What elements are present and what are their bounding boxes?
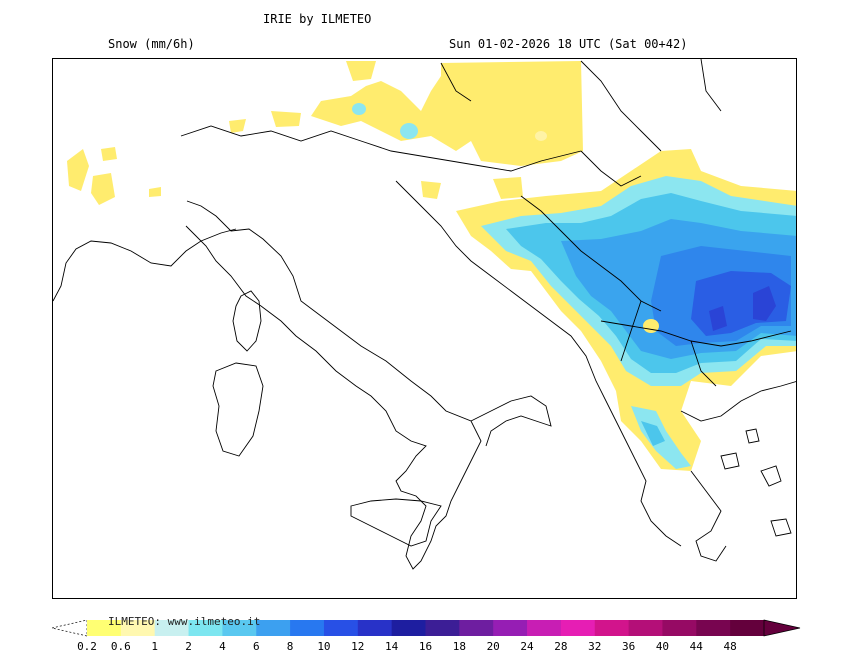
- colorbar-swatch: [560, 620, 596, 636]
- colorbar-swatch: [493, 620, 528, 636]
- sicily-coastline: [350, 498, 442, 547]
- snow-area-balkans-blue-deep: [753, 286, 776, 321]
- snow-fields: [67, 61, 796, 471]
- colorbar-tick-label: 36: [621, 640, 636, 653]
- colorbar-swatch: [594, 620, 630, 636]
- colorbar-swatch: [357, 620, 393, 636]
- snow-map: [53, 59, 796, 570]
- sardinia-coastline: [212, 362, 264, 457]
- colorbar-tick-label: 10: [317, 640, 331, 653]
- credit-label: ILMETEO: www.ilmeteo.it: [108, 615, 261, 628]
- adriatic-east-coastline: [395, 180, 682, 547]
- snow-area-alps-4: [271, 111, 301, 127]
- colorbar-swatch: [290, 620, 325, 636]
- snow-area-france: [67, 149, 89, 191]
- colorbar-swatch: [87, 620, 122, 636]
- alps-borders: [180, 59, 792, 387]
- colorbar-tick-label: 32: [588, 640, 602, 653]
- colorbar-swatch: [459, 620, 494, 636]
- color-scale-bar: [52, 619, 801, 637]
- colorbar-tick-label: 44: [689, 640, 703, 653]
- colorbar-tick-label: 18: [452, 640, 466, 653]
- colorbar-tick-label: 2: [185, 640, 192, 653]
- colorbar-swatch: [391, 620, 426, 636]
- aegean-islands: [720, 428, 792, 537]
- colorbar-tick-label: 4: [219, 640, 226, 653]
- greece-coastline: [680, 381, 796, 562]
- snow-area-alps: [311, 61, 583, 166]
- colorbar-swatches: [87, 620, 765, 636]
- validity-time: Sun 01-02-2026 18 UTC (Sat 00+42): [449, 37, 688, 51]
- snow-area-alps-2: [346, 61, 376, 81]
- colorbar-tick-label: 1: [151, 640, 158, 653]
- colorbar-tick-label: 0.6: [110, 640, 131, 653]
- colorbar-swatch: [425, 620, 460, 636]
- snow-spot-balkan-yellow: [643, 319, 659, 333]
- colorbar-tick-label: 20: [486, 640, 500, 653]
- snow-area-france-2: [91, 173, 115, 205]
- map-title: IRIE by ILMETEO: [263, 12, 372, 26]
- snow-spot-alps: [400, 123, 418, 139]
- colorbar-tick-label: 14: [385, 640, 399, 653]
- coastlines: [53, 59, 796, 570]
- colorbar-swatch: [628, 620, 663, 636]
- colorbar-swatch: [527, 620, 562, 636]
- colorbar-swatch: [120, 620, 156, 636]
- colorbar-over-arrow: [763, 619, 801, 637]
- colorbar-tick-label: 16: [418, 640, 433, 653]
- snow-area-france-3: [101, 147, 117, 161]
- colorbar-tick-label: 48: [723, 640, 737, 653]
- colorbar-swatch: [662, 620, 697, 636]
- colorbar-tick-label: 28: [554, 640, 568, 653]
- colorbar-under-arrow: [52, 619, 88, 637]
- colorbar-swatch: [730, 620, 765, 636]
- snow-area-greece-cyan: [641, 421, 665, 446]
- snow-spot-alps-3: [535, 131, 547, 141]
- colorbar-swatch: [154, 620, 190, 636]
- colorbar-tick-label: 24: [520, 640, 534, 653]
- italy-heel: [470, 395, 552, 447]
- colorbar-swatch: [188, 620, 223, 636]
- italy-coastline: [185, 200, 482, 570]
- colorbar-tick-label: 40: [655, 640, 670, 653]
- colorbar-tick-label: 0.2: [77, 640, 97, 653]
- colorbar-swatch: [256, 620, 291, 636]
- colorbar-swatch: [696, 620, 731, 636]
- france-coastline: [53, 228, 237, 302]
- map-panel: [52, 58, 797, 599]
- colorbar-swatch: [222, 620, 257, 636]
- snow-area-alps-3: [229, 119, 246, 133]
- snow-area-balkans-blue-deep-2: [709, 306, 727, 331]
- colorbar-tick-label: 12: [351, 640, 365, 653]
- variable-label: Snow (mm/6h): [108, 37, 195, 51]
- snow-area-croatia-2: [421, 181, 441, 199]
- corsica-coastline: [232, 290, 262, 352]
- snow-area-croatia: [493, 177, 523, 199]
- colorbar-swatch: [323, 620, 359, 636]
- snow-spot-alps-2: [352, 103, 366, 115]
- colorbar-tick-label: 8: [286, 640, 294, 653]
- snow-area-france-4: [149, 187, 161, 197]
- colorbar-tick-label: 6: [252, 640, 260, 653]
